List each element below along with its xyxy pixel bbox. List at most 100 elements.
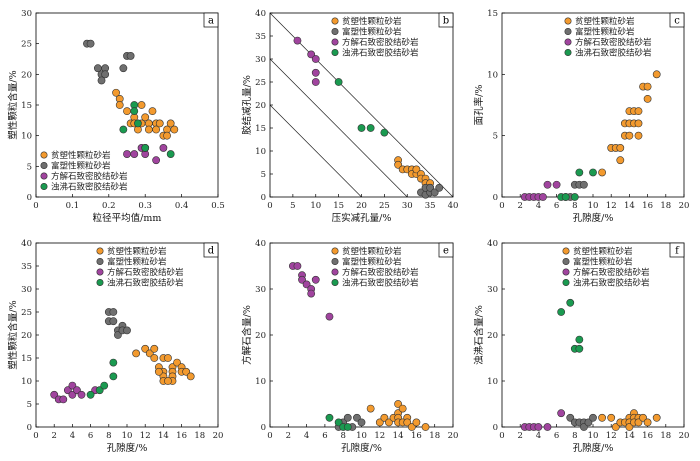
x-tick-label: 10	[122, 431, 133, 441]
data-point: 9.5, 1	[584, 418, 593, 427]
data-point: 9, 1	[580, 180, 588, 189]
data-point: 14.5, 15	[164, 354, 172, 362]
y-tick-label: 5	[27, 162, 32, 172]
legend-marker	[564, 38, 572, 46]
data-point: 0.25, 14	[123, 107, 131, 116]
x-tick-label: 6	[88, 431, 93, 441]
x-tick-label: 0	[499, 201, 504, 211]
x-tick-label: 18	[660, 431, 671, 441]
data-point: 3.5, 32	[298, 275, 306, 284]
y-tick-label: 20	[255, 331, 266, 341]
y-tick-label: 40	[21, 239, 32, 249]
data-point: 8.5, 25	[109, 308, 118, 316]
x-tick-label: 12	[374, 431, 385, 441]
data-point: 16, 1	[412, 418, 421, 427]
data-point: 8.5, 2	[343, 413, 352, 422]
legend-marker	[331, 48, 339, 56]
y-tick-label: 0	[261, 193, 266, 203]
data-point: 3, 35	[293, 262, 302, 270]
data-point: 12.5, 16	[145, 349, 154, 358]
data-point: 3, 6	[59, 395, 68, 404]
y-axis-label: 塑性颗粒含量/%	[7, 70, 19, 139]
data-point: 13, 4	[616, 144, 625, 152]
data-point: 11, 4	[366, 404, 375, 413]
data-point: 7, 8	[95, 386, 104, 395]
data-point: 10, 25	[311, 78, 320, 86]
data-point: 0.15, 25	[86, 39, 95, 48]
data-point: 15.5, 14	[173, 358, 181, 367]
series-0: 11, 212, 212.5, 013, 113.5, 114, 214, 11…	[598, 409, 661, 431]
panel-label: a	[208, 16, 214, 27]
legend-label: 富塑性颗粒砂岩	[107, 257, 167, 268]
legend-marker	[331, 257, 339, 265]
data-point: 9, 0	[580, 423, 588, 431]
x-tick-label: 6	[554, 201, 559, 211]
data-point: 0.38, 11	[170, 125, 179, 134]
data-point: 2, 7	[50, 390, 59, 399]
legend-label: 贫塑性颗粒砂岩	[107, 246, 167, 257]
y-axis-label: 塑性颗粒含量/%	[7, 300, 19, 369]
data-point: 4.5, 29	[307, 289, 316, 298]
series-1: 8, 258, 238.5, 258.5, 239, 219, 209.5, 2…	[104, 308, 131, 339]
series-3: 6.5, 07, 08, 08.5, 210, 2	[557, 168, 597, 201]
y-tick-label: 20	[21, 331, 32, 341]
data-point: 6.5, 24	[325, 312, 334, 321]
data-point: 6, 7	[86, 390, 95, 399]
data-point: 35, 2	[426, 183, 435, 192]
y-tick-label: 10	[21, 132, 32, 142]
data-point: 36, 1	[430, 188, 439, 197]
data-point: 15.5, 0	[407, 423, 416, 431]
y-tick-label: 40	[487, 239, 498, 249]
legend-marker	[331, 38, 339, 46]
legend-marker	[40, 162, 48, 170]
x-tick-label: 0	[267, 431, 272, 441]
data-point: 16, 8	[643, 94, 652, 103]
y-tick-label: 20	[255, 101, 266, 111]
data-point: 22, 15	[366, 124, 375, 132]
x-tick-label: 16	[411, 431, 422, 441]
legend-label: 浊沸石致密胶结砂岩	[342, 278, 419, 289]
series-2: 2.5, 353, 353.5, 333.5, 324, 314.5, 305,…	[288, 262, 334, 321]
y-tick-label: 5	[493, 132, 498, 142]
series-1: 7.5, 28, 18.5, 19, 19, 09.5, 110, 2	[566, 413, 597, 431]
data-point: 6.5, 25	[557, 308, 566, 316]
legend-marker	[331, 247, 339, 255]
legend-marker	[331, 278, 339, 286]
panel-label-box	[203, 242, 219, 258]
y-tick-label: 20	[21, 70, 32, 80]
x-tick-label: 5	[290, 201, 295, 211]
data-point: 7.5, 2	[566, 413, 575, 422]
data-point: 9.5, 2	[353, 413, 361, 422]
y-axis-label: 方解石含量/%	[241, 305, 253, 365]
legend-marker	[331, 17, 339, 25]
panel-label-box	[669, 12, 685, 28]
x-tick-label: 18	[429, 431, 440, 441]
y-tick-label: 20	[487, 331, 498, 341]
x-tick-label: 15	[333, 201, 344, 211]
x-tick-label: 6	[554, 431, 559, 441]
x-tick-label: 10	[356, 431, 367, 441]
y-tick-label: 30	[255, 285, 266, 295]
data-point: 7.5, 27	[566, 298, 575, 307]
data-point: 4, 0	[534, 423, 543, 431]
data-point: 10, 1	[357, 418, 366, 427]
data-point: 12, 1	[375, 418, 384, 427]
data-point: 5, 7	[77, 390, 86, 399]
x-tick-label: 20	[448, 431, 459, 441]
panel-label-box	[438, 242, 454, 258]
legend-marker	[562, 247, 570, 255]
x-tick-label: 20	[213, 431, 224, 441]
series-3: 6.5, 257.5, 278, 178.5, 198.5, 17	[557, 298, 584, 353]
x-tick-label: 0	[499, 431, 504, 441]
panel-f: 0 2 4 6 8 10 12 14 16 18 20 0 10 20 30 40 孔隙度/% 浊沸石含量/% f 1…	[473, 239, 689, 454]
data-point: 13, 1	[385, 418, 393, 427]
y-tick-label: 25	[21, 308, 32, 318]
legend-label: 浊沸石致密胶结砂岩	[107, 278, 184, 289]
legend-label: 浊沸石致密胶结砂岩	[51, 182, 128, 193]
